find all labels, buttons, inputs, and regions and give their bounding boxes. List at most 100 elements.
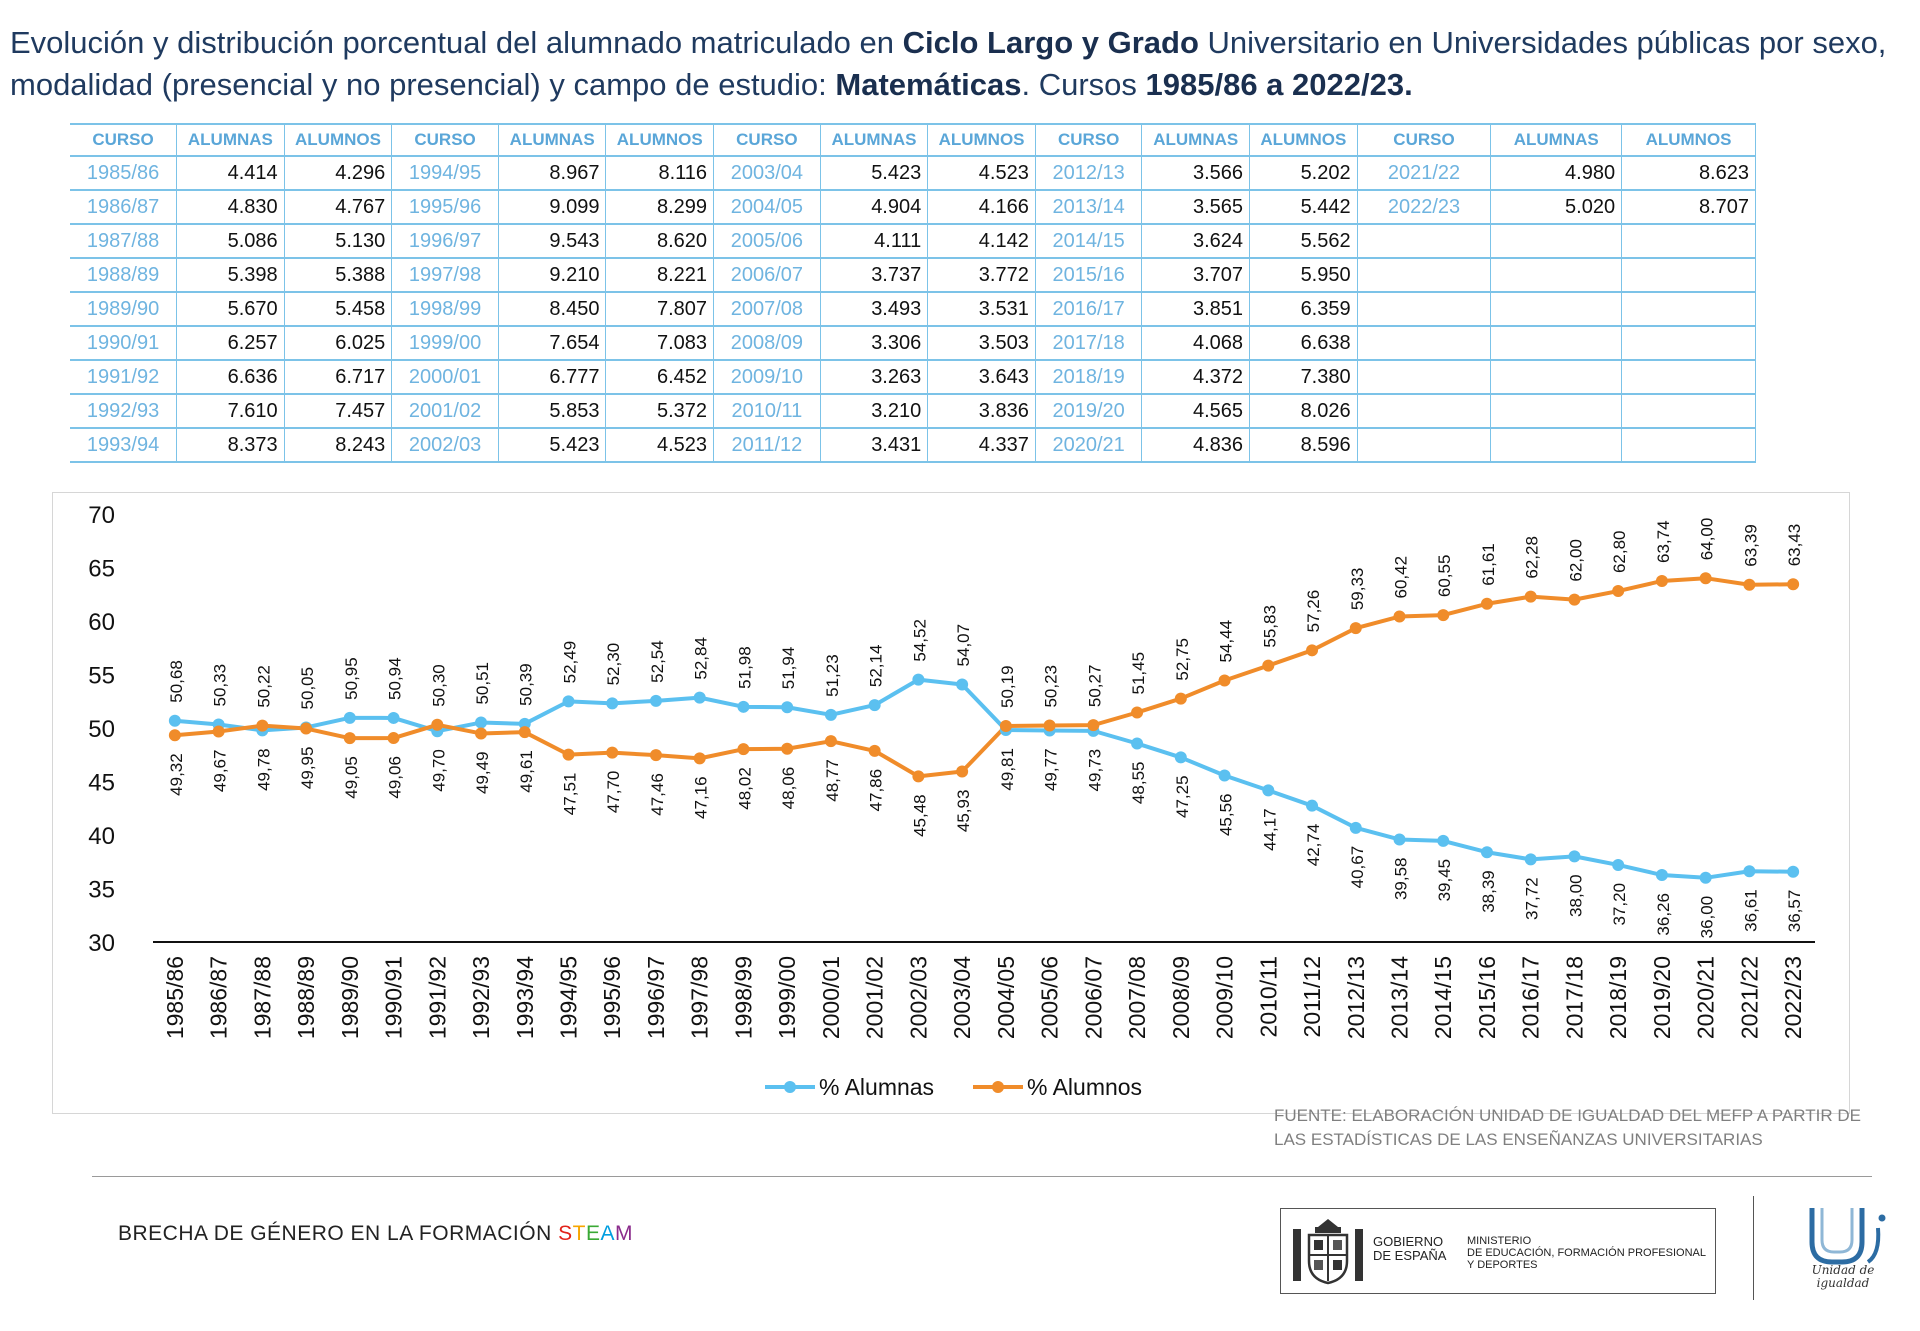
table-cell-value: 6.636 xyxy=(176,360,285,395)
x-tick-label: 2011/12 xyxy=(1299,956,1325,1037)
data-label: 50,27 xyxy=(1085,665,1104,708)
data-label: 45,93 xyxy=(954,790,973,833)
table-header-alumnos: ALUMNOS xyxy=(1249,123,1358,157)
data-label: 50,30 xyxy=(429,664,448,707)
table-cell-value: 4.767 xyxy=(284,190,393,225)
steam-letter-s: S xyxy=(558,1222,573,1245)
data-label: 49,32 xyxy=(167,753,186,796)
table-cell-value: 3.210 xyxy=(820,394,929,429)
ministry-line-3: Y DEPORTES xyxy=(1467,1259,1538,1271)
data-point xyxy=(1437,609,1450,622)
table-header-alumnas: ALUMNAS xyxy=(1141,123,1251,157)
table-row: 1992/93 7.610 7.457 2001/02 5.853 5.372 2010/1… xyxy=(70,394,1756,429)
data-label: 37,72 xyxy=(1523,877,1542,920)
x-tick-label: 1989/90 xyxy=(337,956,363,1039)
data-point xyxy=(1699,871,1712,884)
data-label: 60,42 xyxy=(1392,556,1411,599)
title-bold-3: 1985/86 a 2022/23. xyxy=(1145,67,1413,102)
legend-label: % Alumnas xyxy=(819,1074,934,1100)
table-cell-value: 4.068 xyxy=(1141,326,1251,361)
table-cell-value: 3.306 xyxy=(820,326,929,361)
line-chart: 30 35 40 45 50 55 60 65 70 1985/86 1986/87 1987/88 1… xyxy=(52,492,1850,1114)
x-tick-label: 2009/10 xyxy=(1212,956,1238,1039)
table-cell-value: 7.654 xyxy=(498,326,607,361)
data-point xyxy=(1743,865,1756,878)
x-tick-label: 2017/18 xyxy=(1561,956,1587,1039)
data-point xyxy=(781,701,794,714)
table-cell-curso xyxy=(1357,428,1492,463)
gov-line-1: GOBIERNO xyxy=(1373,1234,1444,1249)
table-cell-curso xyxy=(1357,394,1492,429)
data-label: 49,67 xyxy=(211,750,230,793)
data-label: 50,05 xyxy=(298,667,317,710)
ministry-line-2: DE EDUCACIÓN, FORMACIÓN PROFESIONAL xyxy=(1467,1247,1706,1259)
data-point xyxy=(824,735,837,748)
table-cell-value: 5.388 xyxy=(284,258,393,293)
table-cell-value: 5.562 xyxy=(1249,224,1358,259)
series-line-alumnas xyxy=(174,677,1794,880)
data-point xyxy=(300,722,313,735)
table-header-curso: CURSO xyxy=(391,123,499,157)
table-cell-curso: 2004/05 xyxy=(713,190,821,225)
source-line-2: LAS ESTADÍSTICAS DE LAS ENSEÑANZAS UNIVE… xyxy=(1274,1130,1763,1149)
data-point xyxy=(1568,850,1581,863)
table-cell-curso: 2018/19 xyxy=(1035,360,1143,395)
table-cell-curso: 2002/03 xyxy=(391,428,499,463)
steam-letter-a: A xyxy=(600,1222,615,1245)
data-point xyxy=(1174,692,1187,705)
data-point xyxy=(1349,821,1362,834)
x-tick-label: 2013/14 xyxy=(1387,956,1413,1039)
data-label: 50,22 xyxy=(254,665,273,708)
data-label: 57,26 xyxy=(1304,590,1323,633)
data-point xyxy=(168,729,181,742)
x-tick-label: 1990/91 xyxy=(381,956,407,1039)
table-row: 1987/88 5.086 5.130 1996/97 9.543 8.620 2005/0… xyxy=(70,224,1756,259)
table-cell-curso: 2007/08 xyxy=(713,292,821,327)
table-cell-value: 4.337 xyxy=(927,428,1036,463)
y-tick-label: 70 xyxy=(88,502,115,529)
data-point xyxy=(1349,622,1362,635)
data-label: 50,33 xyxy=(211,664,230,707)
unidad-igualdad-logo-icon xyxy=(1809,1208,1886,1265)
data-label: 36,00 xyxy=(1698,896,1717,939)
data-point xyxy=(1480,597,1493,610)
data-point xyxy=(1612,585,1625,598)
table-cell-value: 5.950 xyxy=(1249,258,1358,293)
page-title: Evolución y distribución porcentual del … xyxy=(10,22,1890,106)
x-tick-label: 2018/19 xyxy=(1605,956,1631,1039)
x-tick-label: 1998/99 xyxy=(730,956,756,1039)
y-tick-label: 60 xyxy=(88,609,115,636)
data-label: 36,61 xyxy=(1741,889,1760,932)
table-cell-value: 4.142 xyxy=(927,224,1036,259)
table-header-alumnos: ALUMNOS xyxy=(1621,123,1756,157)
table-cell-value: 5.020 xyxy=(1490,190,1623,225)
table-cell-value: 3.431 xyxy=(820,428,929,463)
source-note: FUENTE: ELABORACIÓN UNIDAD DE IGUALDAD D… xyxy=(1274,1104,1914,1152)
table-header-alumnos: ALUMNOS xyxy=(927,123,1036,157)
steam-letter-t: T xyxy=(572,1222,586,1245)
data-label: 51,98 xyxy=(735,646,754,689)
table-cell-curso: 2006/07 xyxy=(713,258,821,293)
data-label: 55,83 xyxy=(1260,605,1279,648)
x-tick-label: 1987/88 xyxy=(249,956,275,1039)
table-cell-value xyxy=(1490,428,1623,463)
table-cell-value: 7.083 xyxy=(605,326,715,361)
y-tick-label: 40 xyxy=(88,823,115,850)
data-point xyxy=(256,719,269,732)
x-tick-label: 1992/93 xyxy=(468,956,494,1039)
data-label: 49,73 xyxy=(1085,749,1104,792)
table-cell-value: 4.523 xyxy=(605,428,715,463)
data-point xyxy=(868,699,881,712)
data-point xyxy=(1787,578,1800,591)
table-cell-curso xyxy=(1357,360,1492,395)
data-point xyxy=(649,694,662,707)
table-cell-curso: 1997/98 xyxy=(391,258,499,293)
table-row: 1989/90 5.670 5.458 1998/99 8.450 7.807 2007/0… xyxy=(70,292,1756,327)
table-cell-curso: 2017/18 xyxy=(1035,326,1143,361)
data-label: 49,06 xyxy=(386,756,405,799)
table-row: 1990/91 6.257 6.025 1999/00 7.654 7.083 2008/0… xyxy=(70,326,1756,361)
x-tick-label: 2019/20 xyxy=(1649,956,1675,1039)
table-cell-value: 3.707 xyxy=(1141,258,1251,293)
footer-label-text: BRECHA DE GÉNERO EN LA FORMACIÓN xyxy=(118,1222,559,1245)
data-point xyxy=(956,765,969,778)
